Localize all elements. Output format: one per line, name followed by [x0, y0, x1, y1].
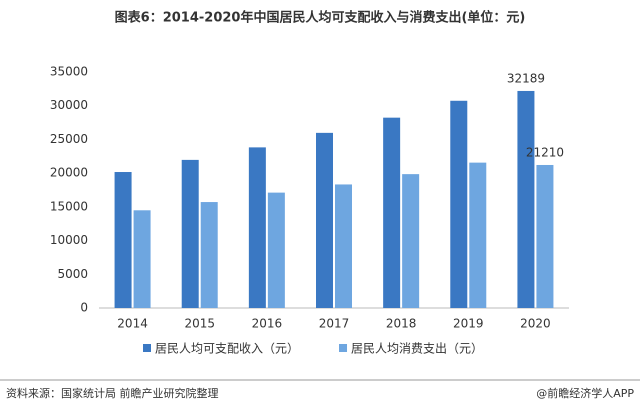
- y-tick-label: 35000: [50, 65, 88, 79]
- bar: [267, 192, 285, 308]
- data-label: 32189: [507, 71, 545, 85]
- bar: [200, 202, 218, 308]
- x-tick-label: 2019: [453, 317, 484, 331]
- x-tick-label: 2016: [252, 317, 283, 331]
- legend-label: 居民人均可支配收入（元）: [155, 342, 299, 356]
- y-tick-label: 10000: [50, 233, 88, 247]
- bar: [181, 159, 199, 308]
- bar: [335, 184, 352, 308]
- y-tick-label: 30000: [50, 98, 88, 112]
- legend-label: 居民人均消费支出（元）: [351, 342, 483, 356]
- legend-swatch: [143, 344, 151, 352]
- y-tick-label: 20000: [50, 166, 88, 180]
- x-tick-label: 2018: [386, 317, 417, 331]
- y-tick-label: 5000: [57, 267, 88, 281]
- chart-title: 图表6：2014-2020年中国居民人均可支配收入与消费支出(单位：元): [115, 10, 526, 26]
- bar: [316, 132, 333, 308]
- x-tick-label: 2020: [520, 317, 551, 331]
- y-tick-label: 0: [80, 301, 88, 315]
- source: 资料来源：国家统计局 前瞻产业研究院整理: [6, 386, 219, 400]
- bar: [248, 147, 266, 308]
- bar: [450, 100, 468, 308]
- bar: [536, 164, 554, 308]
- x-tick-label: 2017: [319, 317, 350, 331]
- bar: [383, 117, 401, 308]
- legend-swatch: [339, 344, 348, 352]
- y-tick-label: 25000: [50, 132, 88, 146]
- credit: @前瞻经济学人APP: [536, 386, 634, 400]
- bar: [133, 210, 151, 308]
- bar: [469, 162, 487, 308]
- data-label: 21210: [526, 145, 564, 159]
- bar: [517, 90, 535, 309]
- bar: [114, 172, 132, 308]
- x-tick-label: 2015: [184, 317, 215, 331]
- bar: [402, 174, 420, 308]
- y-tick-label: 15000: [50, 199, 88, 213]
- x-tick-label: 2014: [117, 317, 148, 331]
